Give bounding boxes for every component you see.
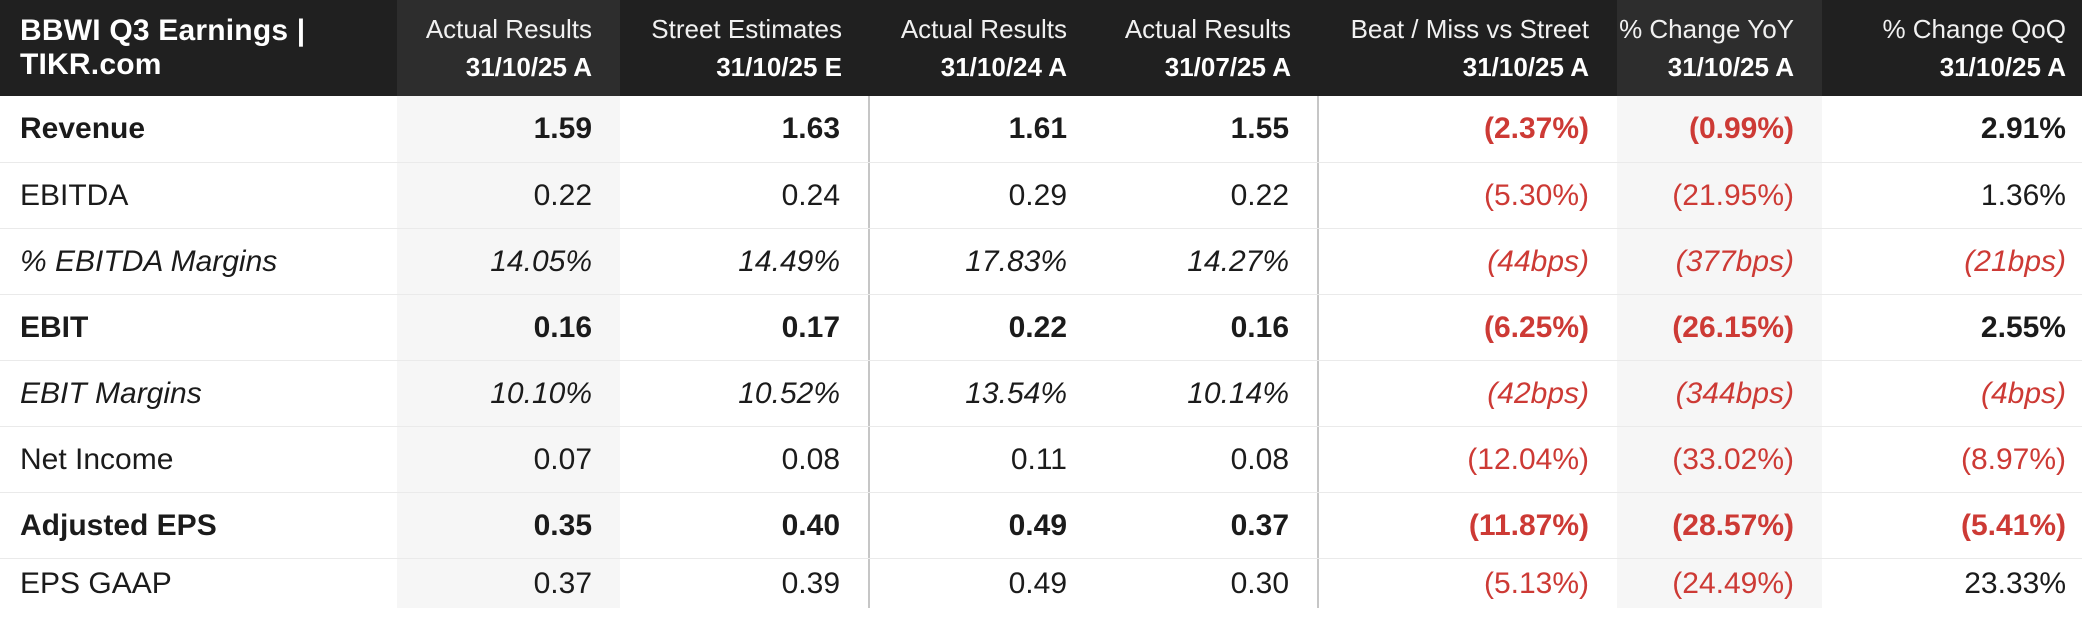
- column-label: Actual Results: [425, 14, 592, 44]
- cell: 0.37: [1095, 493, 1319, 558]
- table-row-adjusted-eps: Adjusted EPS 0.35 0.40 0.49 0.37 (11.87%…: [0, 492, 2082, 558]
- cell: (4bps): [1980, 376, 2066, 410]
- column-header-beat-miss: Beat / Miss vs Street 31/10/25 A: [1319, 0, 1617, 96]
- cell: 10.52%: [620, 361, 870, 426]
- table-row-net-income: Net Income 0.07 0.08 0.11 0.08 (12.04%) …: [0, 426, 2082, 492]
- column-label: Actual Results: [1124, 14, 1291, 44]
- cell: 0.37: [397, 559, 620, 608]
- row-label: EBIT Margins: [20, 376, 202, 410]
- cell: (42bps): [1487, 376, 1589, 410]
- column-label: % Change YoY: [1619, 14, 1794, 44]
- column-period: 31/10/25 A: [1462, 52, 1589, 82]
- cell: (12.04%): [1467, 442, 1589, 476]
- column-label: Actual Results: [900, 14, 1067, 44]
- column-label: Street Estimates: [651, 14, 842, 44]
- cell: 13.54%: [965, 376, 1067, 410]
- cell: 14.49%: [620, 229, 870, 294]
- column-header-street-estimates: Street Estimates 31/10/25 E: [620, 0, 870, 96]
- cell: (26.15%): [1617, 295, 1822, 360]
- cell: (377bps): [1617, 229, 1822, 294]
- row-label: EBITDA: [20, 178, 129, 212]
- column-header-actual-31-07-25: Actual Results 31/07/25 A: [1095, 0, 1319, 96]
- cell: (344bps): [1617, 361, 1822, 426]
- cell: 0.29: [1008, 178, 1067, 212]
- cell: 0.22: [397, 163, 620, 228]
- cell: 0.30: [1095, 559, 1319, 608]
- cell: (21.95%): [1617, 163, 1822, 228]
- column-label: Beat / Miss vs Street: [1350, 14, 1589, 44]
- cell: 1.59: [397, 96, 620, 162]
- cell: 0.24: [620, 163, 870, 228]
- column-period: 31/10/25 A: [1667, 52, 1794, 82]
- cell: (28.57%): [1617, 493, 1822, 558]
- column-period: 31/07/25 A: [1164, 52, 1291, 82]
- row-label: % EBITDA Margins: [20, 244, 278, 278]
- row-label: EPS GAAP: [20, 566, 172, 600]
- cell: 14.05%: [397, 229, 620, 294]
- table-row-ebitda: EBITDA 0.22 0.24 0.29 0.22 (5.30%) (21.9…: [0, 162, 2082, 228]
- cell: (44bps): [1487, 244, 1589, 278]
- column-period: 31/10/25 A: [465, 52, 592, 82]
- cell: (8.97%): [1960, 442, 2066, 476]
- column-header-actual-31-10-25: Actual Results 31/10/25 A: [397, 0, 620, 96]
- cell: (24.49%): [1617, 559, 1822, 608]
- cell: (21bps): [1964, 244, 2066, 278]
- table-row-ebit: EBIT 0.16 0.17 0.22 0.16 (6.25%) (26.15%…: [0, 294, 2082, 360]
- cell: 10.10%: [397, 361, 620, 426]
- cell: 1.55: [1095, 96, 1319, 162]
- cell: (5.13%): [1483, 566, 1589, 600]
- cell: 0.07: [397, 427, 620, 492]
- cell: 14.27%: [1095, 229, 1319, 294]
- cell: 0.39: [620, 559, 870, 608]
- page-title: BBWI Q3 Earnings | TIKR.com: [20, 14, 306, 81]
- cell: (0.99%): [1617, 96, 1822, 162]
- cell: (11.87%): [1468, 508, 1589, 542]
- cell: 0.16: [1095, 295, 1319, 360]
- table-row-revenue: Revenue 1.59 1.63 1.61 1.55 (2.37%) (0.9…: [0, 96, 2082, 162]
- column-period: 31/10/24 A: [940, 52, 1067, 82]
- table-row-ebitda-margins: % EBITDA Margins 14.05% 14.49% 17.83% 14…: [0, 228, 2082, 294]
- column-header-actual-31-10-24: Actual Results 31/10/24 A: [870, 0, 1095, 96]
- cell: 0.22: [1095, 163, 1319, 228]
- cell: 0.08: [620, 427, 870, 492]
- cell: 0.11: [1010, 442, 1067, 476]
- table-header-row: BBWI Q3 Earnings | TIKR.com Actual Resul…: [0, 0, 2082, 96]
- cell: 1.63: [620, 96, 870, 162]
- cell: 2.55%: [1980, 310, 2066, 344]
- cell: (33.02%): [1617, 427, 1822, 492]
- table-row-ebit-margins: EBIT Margins 10.10% 10.52% 13.54% 10.14%…: [0, 360, 2082, 426]
- cell: (5.41%): [1960, 508, 2066, 542]
- column-header-change-yoy: % Change YoY 31/10/25 A: [1617, 0, 1822, 96]
- cell: 23.33%: [1964, 566, 2066, 600]
- row-label: Adjusted EPS: [20, 508, 217, 542]
- column-label: % Change QoQ: [1882, 14, 2066, 44]
- cell: (2.37%): [1483, 112, 1589, 145]
- row-label: Net Income: [20, 442, 174, 476]
- cell: 0.22: [1008, 310, 1067, 344]
- cell: 0.49: [1008, 508, 1067, 542]
- cell: 0.17: [620, 295, 870, 360]
- cell: (5.30%): [1483, 178, 1589, 212]
- row-label: EBIT: [20, 310, 89, 344]
- column-header-change-qoq: % Change QoQ 31/10/25 A: [1822, 0, 2082, 96]
- row-label: Revenue: [20, 112, 146, 145]
- cell: 0.08: [1095, 427, 1319, 492]
- cell: 2.91%: [1980, 112, 2066, 145]
- cell: 1.36%: [1980, 178, 2066, 212]
- cell: 10.14%: [1095, 361, 1319, 426]
- cell: 0.40: [620, 493, 870, 558]
- column-period: 31/10/25 E: [716, 52, 842, 82]
- cell: 0.35: [397, 493, 620, 558]
- cell: 17.83%: [965, 244, 1067, 278]
- cell: 0.16: [397, 295, 620, 360]
- cell: 1.61: [1008, 112, 1067, 145]
- cell: 0.49: [1008, 566, 1067, 600]
- table-row-eps-gaap: EPS GAAP 0.37 0.39 0.49 0.30 (5.13%) (24…: [0, 558, 2082, 608]
- cell: (6.25%): [1483, 310, 1589, 344]
- column-period: 31/10/25 A: [1939, 52, 2066, 82]
